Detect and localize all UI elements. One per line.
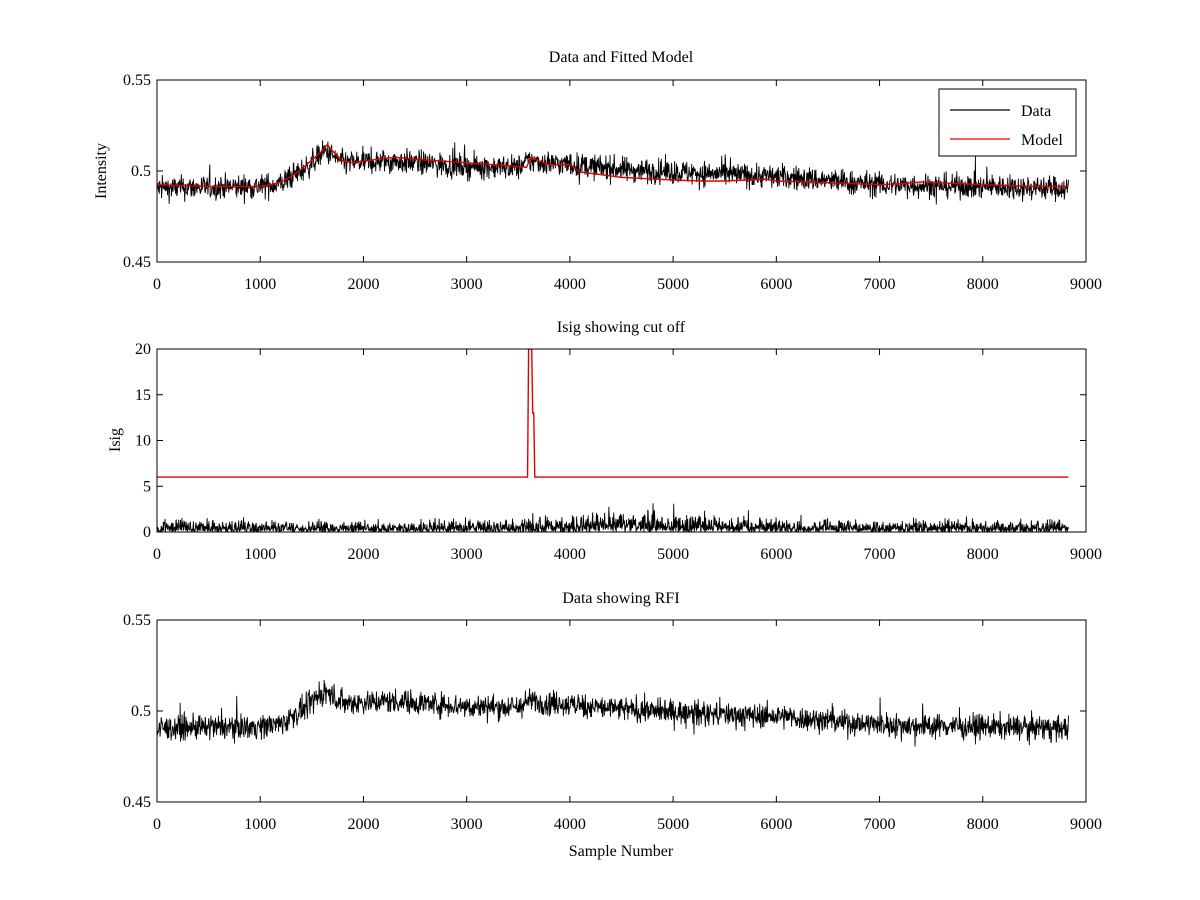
- x-tick-label: 1000: [244, 546, 276, 563]
- series-isig-line: [157, 503, 1069, 532]
- y-tick-label: 0.45: [123, 254, 151, 271]
- panel-isig-cutoff: Isig showing cut off Isig 0 1000 2000 3000 4…: [107, 319, 1102, 563]
- x-tick-label: 0: [153, 816, 161, 833]
- x-tick-label: 2000: [347, 276, 379, 293]
- x-tick-label: 3000: [451, 276, 483, 293]
- panel-1-ylabel: Intensity: [93, 143, 110, 199]
- x-tick-label: 7000: [864, 546, 896, 563]
- series-data-line: [157, 140, 1069, 205]
- panel-3-title: Data showing RFI: [562, 590, 679, 607]
- legend-label-model: Model: [1021, 132, 1063, 149]
- x-tick-label: 5000: [657, 816, 689, 833]
- x-tick-label: 9000: [1070, 546, 1102, 563]
- y-tick-label: 0.5: [131, 703, 151, 720]
- y-tick-label: 0: [143, 524, 151, 541]
- x-tick-label: 2000: [347, 546, 379, 563]
- plot-lines: [157, 349, 1069, 532]
- x-tick-label: 8000: [967, 546, 999, 563]
- y-tick-label: 5: [143, 478, 151, 495]
- x-tick-label: 4000: [554, 546, 586, 563]
- x-tick-label: 5000: [657, 276, 689, 293]
- x-tick-label: 7000: [864, 816, 896, 833]
- x-tick-label: 0: [153, 546, 161, 563]
- x-tick-label: 7000: [864, 276, 896, 293]
- panel-1-title: Data and Fitted Model: [549, 49, 694, 66]
- y-tick-label: 15: [135, 387, 151, 404]
- plot-area: [157, 620, 1086, 802]
- plot-area: [157, 349, 1086, 532]
- x-axis-label: Sample Number: [569, 843, 674, 860]
- x-tick-label: 8000: [967, 816, 999, 833]
- y-tick-label: 10: [135, 433, 151, 450]
- plot-lines: [157, 140, 1069, 205]
- series-data-line: [157, 679, 1069, 747]
- legend: Data Model: [938, 88, 1077, 157]
- series-model-line: [157, 143, 1069, 188]
- y-tick-label: 0.55: [123, 612, 151, 629]
- y-tick-label: 0.45: [123, 794, 151, 811]
- panel-data-rfi: Data showing RFI 0 1000 2000 3000 4000 5000 60…: [123, 590, 1102, 833]
- x-tick-label: 6000: [760, 816, 792, 833]
- x-tick-label: 4000: [554, 276, 586, 293]
- legend-box: [938, 88, 1077, 157]
- plot-lines: [157, 679, 1069, 747]
- panel-2-title: Isig showing cut off: [557, 319, 686, 336]
- panel-data-fitted-model: Data and Fitted Model Intensity 0 1000 200…: [93, 49, 1102, 293]
- legend-label-data: Data: [1021, 103, 1051, 120]
- x-tick-label: 1000: [244, 816, 276, 833]
- x-tick-label: 6000: [760, 546, 792, 563]
- y-tick-label: 0.5: [131, 163, 151, 180]
- x-tick-label: 4000: [554, 816, 586, 833]
- x-tick-label: 9000: [1070, 276, 1102, 293]
- x-tick-label: 1000: [244, 276, 276, 293]
- x-tick-label: 6000: [760, 276, 792, 293]
- x-tick-label: 0: [153, 276, 161, 293]
- x-tick-label: 2000: [347, 816, 379, 833]
- y-tick-label: 0.55: [123, 72, 151, 89]
- x-tick-label: 9000: [1070, 816, 1102, 833]
- x-tick-label: 3000: [451, 816, 483, 833]
- series-cut-off-line: [157, 349, 1069, 478]
- x-tick-label: 8000: [967, 276, 999, 293]
- x-tick-label: 3000: [451, 546, 483, 563]
- y-tick-label: 20: [135, 341, 151, 358]
- panel-2-ylabel: Isig: [107, 428, 124, 452]
- x-tick-label: 5000: [657, 546, 689, 563]
